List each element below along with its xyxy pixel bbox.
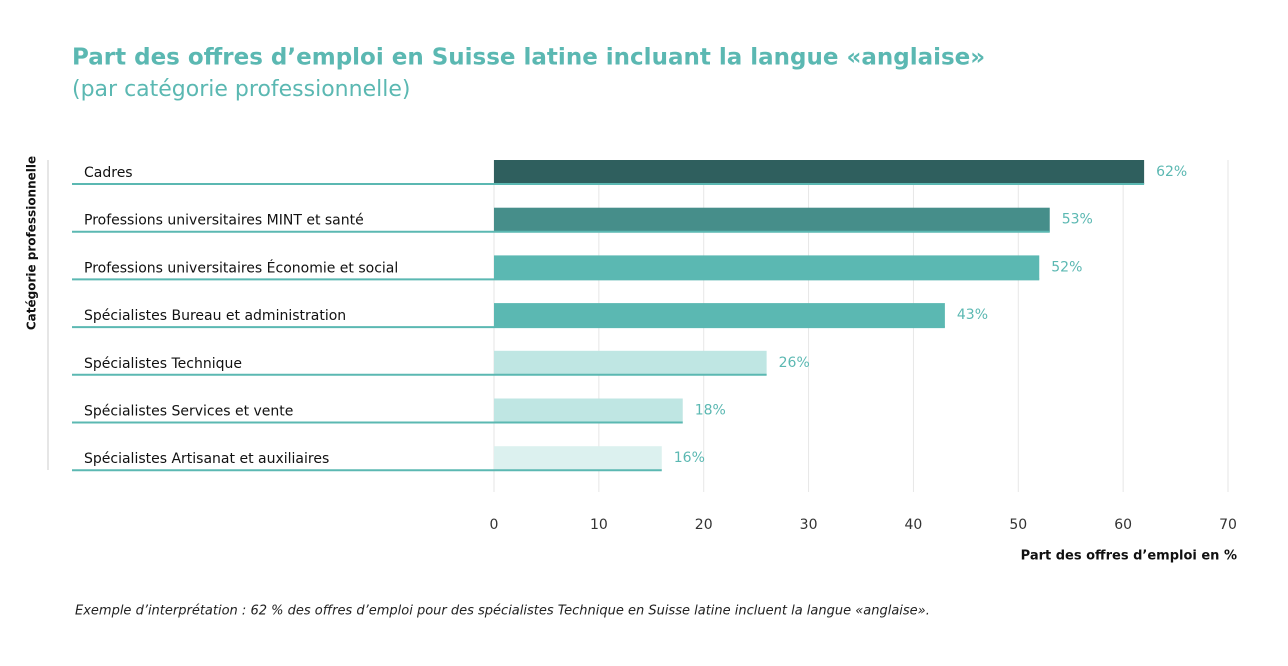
y-tick-label: Spécialistes Services et vente xyxy=(84,404,293,420)
x-tick-label: 10 xyxy=(590,517,608,533)
x-tick-label: 70 xyxy=(1219,517,1237,533)
x-tick-label: 30 xyxy=(800,517,818,533)
chart-subtitle: (par catégorie professionnelle) xyxy=(72,77,410,102)
y-tick-label: Professions universitaires Économie et s… xyxy=(84,259,398,276)
bar xyxy=(494,160,1145,184)
y-tick-label: Spécialistes Artisanat et auxiliaires xyxy=(84,451,329,467)
value-label: 52% xyxy=(1051,259,1082,275)
x-tick-label: 20 xyxy=(695,517,713,533)
y-tick-label: Professions universitaires MINT et santé xyxy=(84,213,364,229)
y-tick-label: Cadres xyxy=(84,165,133,181)
bar xyxy=(494,398,683,423)
bar xyxy=(494,446,662,471)
bar xyxy=(494,350,767,375)
value-label: 53% xyxy=(1062,212,1093,228)
x-tick-label: 40 xyxy=(905,517,923,533)
bar xyxy=(494,255,1040,280)
note: Exemple d’interprétation : 62 % des offr… xyxy=(75,604,930,619)
chart-title: Part des offres d’emploi en Suisse latin… xyxy=(72,45,985,71)
bar xyxy=(494,207,1050,232)
value-label: 16% xyxy=(674,450,705,466)
value-label: 18% xyxy=(695,403,726,419)
x-axis-label: Part des offres d’emploi en % xyxy=(1021,549,1237,564)
x-tick-label: 0 xyxy=(490,517,499,533)
x-tick-label: 60 xyxy=(1114,517,1132,533)
value-label: 62% xyxy=(1156,164,1187,180)
value-label: 43% xyxy=(957,307,988,323)
y-axis-label: Catégorie professionnelle xyxy=(25,156,39,330)
bar xyxy=(494,303,945,328)
value-label: 26% xyxy=(779,355,810,371)
x-tick-label: 50 xyxy=(1009,517,1027,533)
y-tick-label: Spécialistes Bureau et administration xyxy=(84,308,346,324)
y-tick-label: Spécialistes Technique xyxy=(84,356,242,372)
